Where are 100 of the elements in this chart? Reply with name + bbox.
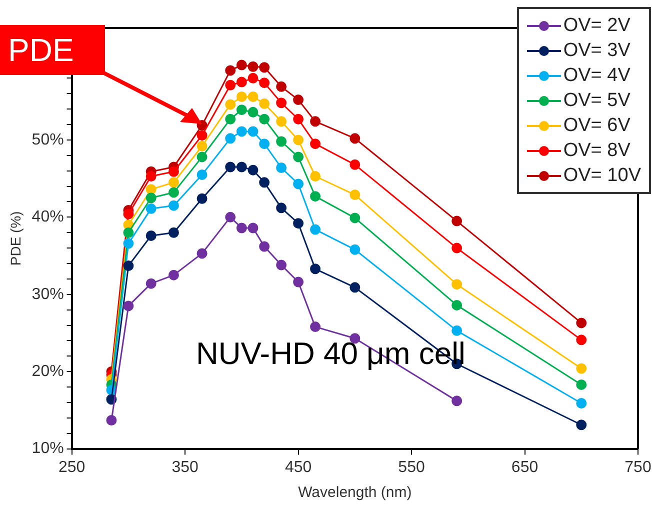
point <box>248 91 258 102</box>
y-tick-label: 40% <box>32 208 64 226</box>
point <box>452 300 462 310</box>
point <box>452 325 462 336</box>
point <box>236 76 247 88</box>
point <box>293 276 304 288</box>
point <box>293 134 304 146</box>
legend-label: OV= 6V <box>563 114 630 138</box>
point <box>123 238 134 249</box>
point <box>259 62 270 73</box>
point <box>259 241 270 252</box>
point <box>310 138 321 150</box>
point <box>168 177 179 188</box>
point <box>168 227 179 238</box>
point <box>196 140 208 152</box>
x-tick-label: 350 <box>172 458 199 476</box>
point <box>146 278 156 289</box>
point <box>196 193 208 204</box>
point <box>310 224 321 235</box>
point <box>576 363 587 374</box>
point <box>248 72 258 84</box>
y-axis-title: PDE (%) <box>7 211 24 266</box>
point <box>196 152 208 162</box>
point <box>225 114 236 124</box>
point <box>146 170 156 182</box>
point <box>259 114 270 124</box>
point <box>248 222 258 234</box>
y-tick-label: 10% <box>32 440 64 458</box>
point <box>310 322 321 332</box>
point <box>196 130 208 141</box>
x-tick-label: 450 <box>284 458 312 476</box>
point <box>236 60 247 70</box>
point <box>452 216 462 226</box>
point <box>293 178 304 190</box>
point <box>259 98 270 109</box>
point <box>259 78 270 88</box>
point <box>293 152 304 162</box>
point <box>350 159 360 170</box>
point <box>196 169 208 180</box>
point <box>248 126 258 137</box>
point <box>123 300 134 312</box>
point <box>259 177 270 188</box>
x-tick-label: 750 <box>624 458 652 476</box>
point <box>576 334 587 346</box>
point <box>123 208 134 220</box>
point <box>310 191 321 202</box>
legend-label: OV= 3V <box>563 39 630 63</box>
point <box>576 420 587 430</box>
point <box>576 379 587 390</box>
point <box>196 248 208 259</box>
point <box>293 114 304 124</box>
point <box>576 398 587 408</box>
point <box>168 187 179 198</box>
x-tick-label: 250 <box>58 458 86 476</box>
point <box>293 94 304 106</box>
point <box>146 192 156 204</box>
legend-label: OV= 10V <box>563 164 641 188</box>
point <box>225 99 236 110</box>
point <box>146 184 156 195</box>
x-tick-label: 550 <box>398 458 425 476</box>
point <box>310 264 321 274</box>
point <box>310 170 321 182</box>
x-axis-title: Wavelength (nm) <box>298 484 412 502</box>
point <box>350 282 360 293</box>
point <box>350 244 360 255</box>
point <box>236 162 247 172</box>
point <box>168 200 179 211</box>
point <box>225 212 236 222</box>
point <box>576 318 587 328</box>
legend-label: OV= 2V <box>563 14 630 38</box>
point <box>123 260 134 272</box>
point <box>146 203 156 214</box>
point <box>236 222 247 234</box>
point <box>225 80 236 90</box>
point <box>236 91 247 102</box>
y-tick-label: 50% <box>32 131 64 148</box>
point <box>168 166 179 177</box>
point <box>225 133 236 144</box>
point <box>276 81 287 92</box>
point <box>276 162 287 173</box>
legend-label: OV= 5V <box>563 89 630 113</box>
point <box>236 104 247 116</box>
legend-label: OV= 4V <box>563 64 630 88</box>
point <box>259 138 270 150</box>
point <box>225 65 236 76</box>
point <box>236 126 247 137</box>
annotation: PDE <box>0 25 105 75</box>
point <box>293 218 304 229</box>
point <box>276 260 287 270</box>
point <box>248 106 258 118</box>
point <box>276 136 287 147</box>
y-tick-label: 20% <box>32 362 64 380</box>
point <box>248 61 258 72</box>
point <box>452 396 462 406</box>
point <box>168 270 179 280</box>
point <box>276 98 287 108</box>
point <box>248 164 258 176</box>
point <box>276 116 287 127</box>
point <box>350 212 360 224</box>
point <box>106 414 117 426</box>
